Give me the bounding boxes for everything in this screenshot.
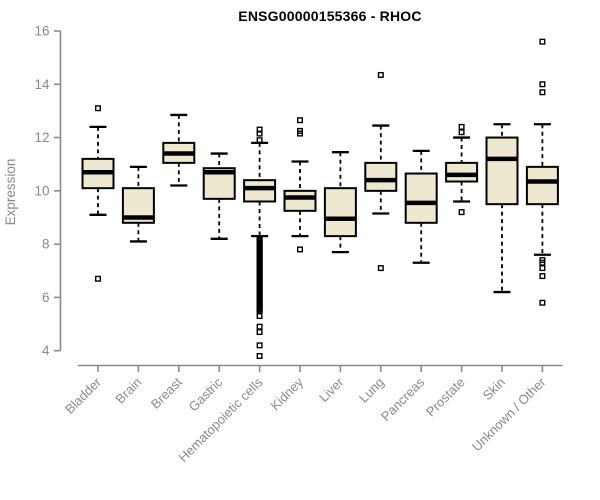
category-label-bladder: Bladder [62,374,105,417]
category-label-gastric: Gastric [186,374,226,414]
outlier-point [256,130,263,137]
y-tick-label: 4 [42,343,50,358]
category-label-liver: Liver [316,374,347,405]
y-axis-title: Expression [3,159,18,226]
outlier-point [539,299,546,306]
category-label-unknown-other: Unknown / Other [469,374,549,454]
outlier-point [539,273,546,280]
outlier-point [539,81,546,88]
outlier-point [256,342,263,349]
boxplot-skin [485,123,519,294]
category-label-kidney: Kidney [267,374,306,413]
iqr-box [283,189,317,212]
iqr-box [323,187,357,238]
chart-title: ENSG00000155366 - RHOC [238,8,422,24]
boxplot-pancreas [404,149,438,264]
iqr-box [525,165,559,206]
outlier-point [539,259,546,266]
boxplot-unknown-other [525,38,559,306]
outlier-point [256,353,263,360]
outlier-point [256,307,263,314]
outlier-point [377,71,384,78]
outlier-point [458,209,465,216]
y-tick-label: 6 [42,290,50,305]
iqr-box [485,136,519,206]
outlier-point [458,123,465,130]
category-label-skin: Skin [480,375,508,403]
category-label-brain: Brain [112,375,144,407]
outlier-point [297,246,304,253]
iqr-box [243,179,277,203]
boxplot-hematopoietic-cells [243,126,277,360]
y-tick-label: 14 [34,77,50,92]
outlier-point [256,329,263,336]
iqr-box [404,172,438,224]
iqr-box [364,161,398,192]
outlier-point [539,265,546,272]
boxplot-kidney [283,117,317,253]
outlier-point [297,117,304,124]
category-label-lung: Lung [356,375,387,406]
outlier-point [94,275,101,282]
category-label-pancreas: Pancreas [378,374,428,424]
boxplot-breast [162,113,196,187]
outlier-point [256,313,263,320]
boxplot-lung [364,71,398,272]
iqr-box [445,161,479,183]
outlier-point [297,130,304,137]
outlier-point [539,38,546,45]
category-label-prostate: Prostate [423,375,468,420]
outlier-point [458,129,465,136]
boxplot-gastric [202,152,236,240]
y-tick-label: 12 [34,130,49,145]
y-tick-label: 8 [42,237,50,252]
outlier-point [256,323,263,330]
boxplot-prostate [445,123,479,216]
y-tick-label: 10 [34,183,49,198]
boxplot-liver [323,151,357,254]
boxplot-brain [121,165,155,243]
y-tick-label: 16 [34,24,49,39]
boxplot-bladder [81,105,115,282]
outlier-point [377,265,384,272]
outlier-point [539,89,546,96]
category-label-breast: Breast [148,374,185,411]
outlier-point [94,105,101,112]
outlier-point [256,137,263,144]
